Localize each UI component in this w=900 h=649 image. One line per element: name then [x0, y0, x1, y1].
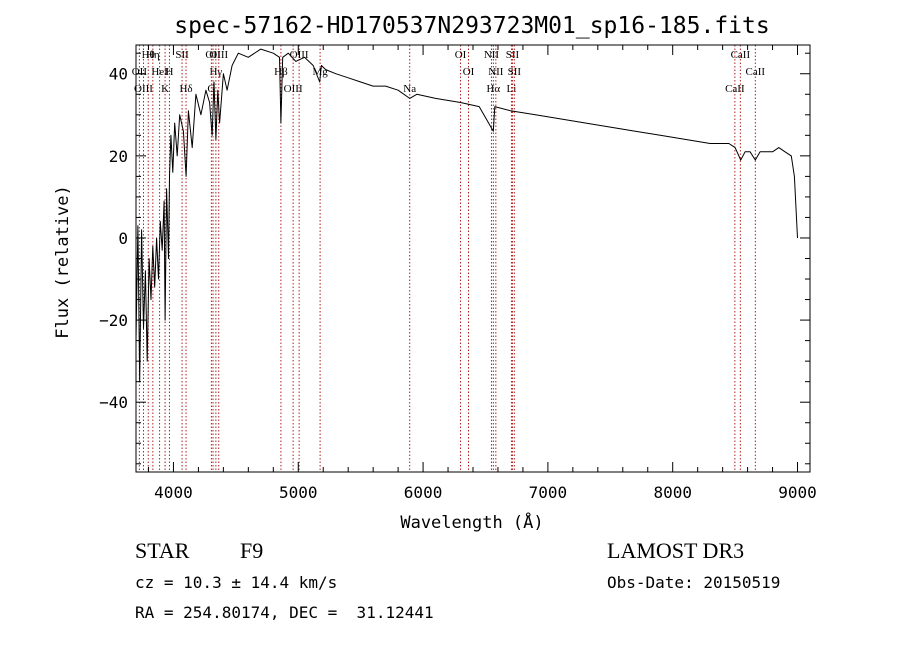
redshift-cz: cz = 10.3 ± 14.4 km/s	[135, 573, 338, 592]
line-label-1: OII	[132, 66, 148, 78]
line-label-23: Li	[507, 83, 517, 95]
line-label-19: OI	[463, 66, 475, 78]
line-label-25: SII	[508, 66, 522, 78]
line-label-2: OIII	[134, 83, 153, 95]
line-label-12: OIII	[209, 49, 228, 61]
line-label-13: Hβ	[274, 66, 288, 78]
plot-frame	[135, 44, 811, 473]
line-label-22: NII	[488, 66, 504, 78]
line-label-6: SII	[175, 49, 189, 61]
survey-label: LAMOST DR3	[607, 538, 745, 563]
line-label-17: Na	[403, 83, 416, 95]
chart-title: spec-57162-HD170537N293723M01_sp16-185.f…	[174, 13, 769, 39]
line-label-9: OII	[205, 49, 221, 61]
y-tick-label-4: 40	[109, 65, 128, 84]
line-label-28: CaII	[746, 66, 766, 78]
line-label-21: NII	[484, 49, 500, 61]
y-tick-label-1: −20	[99, 311, 128, 330]
plot-axes: 4000 5000 6000 7000 8000 9000 −40 −20 0 20 40	[99, 44, 817, 502]
object-class: STAR	[135, 538, 190, 563]
x-tick-label-4: 8000	[653, 483, 692, 502]
line-label-14: OIII	[284, 83, 303, 95]
line-label-26: CaII	[725, 83, 745, 95]
x-tick-label-2: 6000	[404, 483, 443, 502]
line-label-20: Hα	[486, 83, 500, 95]
series-line-0	[135, 48, 798, 383]
y-tick-label-2: 0	[118, 229, 128, 248]
x-axis-label: Wavelength (Å)	[400, 511, 543, 533]
y-tick-label-0: −40	[99, 393, 128, 412]
line-label-11: G	[207, 83, 215, 95]
line-label-5: K	[161, 83, 169, 95]
x-tick-label-0: 4000	[154, 483, 193, 502]
obs-date: Obs-Date: 20150519	[607, 573, 781, 592]
x-tick-label-1: 5000	[279, 483, 318, 502]
line-label-0: Hθ	[142, 49, 155, 61]
line-label-24: SII	[506, 49, 520, 61]
y-tick-label-3: 20	[109, 147, 128, 166]
ra-dec-coords: RA = 254.80174, DEC = 31.12441	[135, 603, 434, 622]
x-tick-label-3: 7000	[529, 483, 568, 502]
line-label-18: OI	[455, 49, 467, 61]
line-label-8: Hδ	[179, 83, 192, 95]
line-label-3: Hη	[146, 49, 160, 61]
line-label-27: CaII	[731, 49, 751, 61]
line-label-10: Hγ	[209, 66, 222, 78]
spectral-line-markers: HθOIIOIIIHηHeIKSIIHHδOIIHγGOIIIHβOIIIOII…	[132, 45, 766, 472]
object-subclass: F9	[240, 538, 264, 563]
spectrum-series	[135, 48, 798, 383]
line-label-4: HeI	[151, 66, 168, 78]
line-label-7: H	[165, 66, 173, 78]
y-axis-label: Flux (relative)	[53, 185, 73, 339]
x-tick-label-5: 9000	[778, 483, 817, 502]
